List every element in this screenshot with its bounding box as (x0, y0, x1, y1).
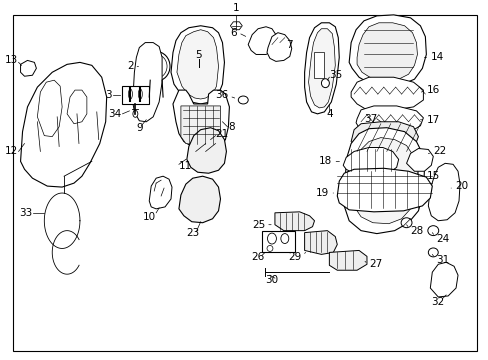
Polygon shape (356, 23, 417, 80)
Polygon shape (20, 60, 36, 76)
Text: 10: 10 (142, 212, 156, 222)
Polygon shape (230, 22, 242, 30)
Ellipse shape (145, 54, 167, 78)
Polygon shape (181, 106, 220, 145)
Text: 24: 24 (435, 234, 448, 244)
Polygon shape (266, 33, 291, 62)
Polygon shape (429, 262, 457, 297)
Text: 12: 12 (4, 147, 18, 157)
Text: 4: 4 (325, 109, 332, 119)
Text: 7: 7 (285, 40, 292, 50)
Polygon shape (313, 53, 324, 78)
Ellipse shape (238, 96, 248, 104)
Polygon shape (343, 128, 424, 234)
Text: 26: 26 (251, 252, 264, 262)
Polygon shape (348, 15, 426, 86)
Polygon shape (406, 148, 432, 171)
Polygon shape (179, 176, 220, 223)
Text: 21: 21 (215, 129, 228, 139)
Polygon shape (308, 29, 335, 108)
Text: 32: 32 (431, 297, 444, 307)
Text: 29: 29 (288, 252, 301, 262)
Text: 35: 35 (329, 70, 342, 80)
Text: 9: 9 (136, 123, 142, 133)
Text: 15: 15 (426, 171, 439, 181)
Text: 6: 6 (230, 28, 237, 38)
Text: 13: 13 (4, 55, 18, 66)
Ellipse shape (427, 226, 438, 235)
Text: 2: 2 (126, 61, 133, 71)
Ellipse shape (267, 233, 276, 244)
Polygon shape (37, 80, 62, 136)
Text: 22: 22 (432, 147, 446, 157)
Text: 14: 14 (429, 53, 443, 62)
Text: 3: 3 (105, 90, 111, 100)
Text: 36: 36 (215, 90, 228, 100)
Polygon shape (274, 212, 314, 231)
Polygon shape (67, 90, 87, 124)
Ellipse shape (266, 246, 272, 251)
Polygon shape (186, 128, 226, 173)
Text: 28: 28 (410, 226, 423, 236)
Ellipse shape (128, 89, 132, 99)
Ellipse shape (321, 79, 329, 87)
Ellipse shape (142, 51, 170, 81)
Ellipse shape (280, 234, 288, 243)
Polygon shape (149, 176, 172, 209)
Polygon shape (173, 90, 229, 149)
Ellipse shape (400, 218, 411, 228)
Text: 37: 37 (363, 114, 376, 124)
Ellipse shape (138, 89, 142, 99)
Polygon shape (121, 86, 149, 104)
Polygon shape (177, 30, 218, 99)
Text: 30: 30 (264, 275, 278, 285)
Polygon shape (427, 163, 459, 221)
Polygon shape (343, 148, 398, 175)
Text: 5: 5 (195, 50, 202, 60)
Polygon shape (304, 231, 337, 255)
Polygon shape (355, 106, 423, 134)
Text: 19: 19 (315, 188, 329, 198)
Polygon shape (304, 23, 339, 114)
Text: 17: 17 (426, 115, 439, 125)
Polygon shape (171, 26, 224, 104)
Polygon shape (248, 27, 277, 54)
Text: 34: 34 (108, 109, 121, 119)
Text: 8: 8 (228, 122, 235, 132)
Text: 1: 1 (233, 3, 239, 13)
Polygon shape (350, 122, 418, 156)
Polygon shape (350, 77, 423, 110)
Text: 31: 31 (435, 255, 448, 265)
Polygon shape (132, 42, 162, 122)
Polygon shape (329, 251, 366, 270)
Polygon shape (20, 62, 106, 187)
Text: 16: 16 (426, 85, 439, 95)
Text: 23: 23 (186, 228, 199, 238)
Text: 27: 27 (368, 259, 382, 269)
Text: 25: 25 (251, 220, 264, 230)
Polygon shape (337, 168, 431, 212)
Polygon shape (262, 231, 294, 252)
Polygon shape (350, 138, 417, 224)
Text: 11: 11 (179, 161, 192, 171)
Text: 20: 20 (454, 181, 467, 191)
Text: 33: 33 (19, 208, 32, 218)
Text: 18: 18 (319, 156, 332, 166)
Ellipse shape (427, 248, 437, 257)
Ellipse shape (133, 111, 138, 117)
